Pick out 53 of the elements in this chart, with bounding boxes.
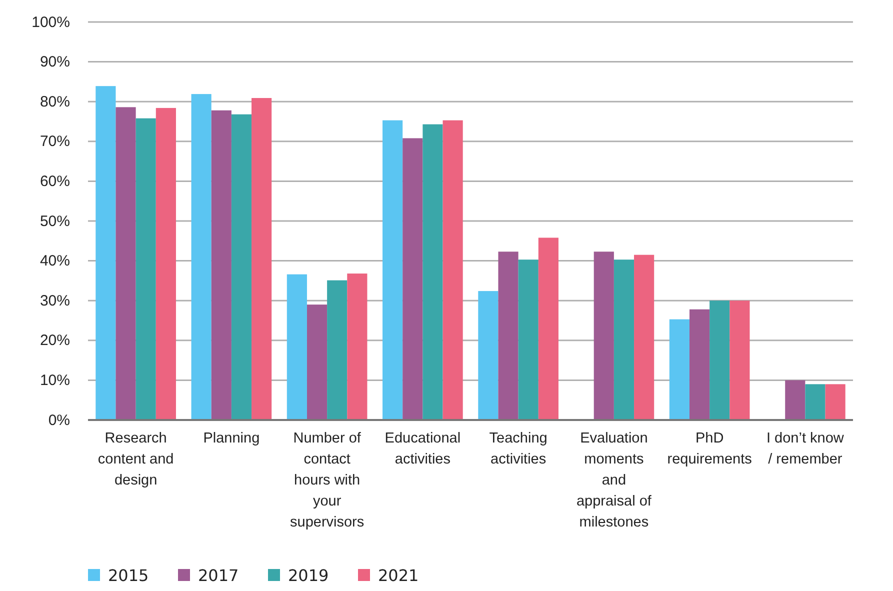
bar [402,138,423,420]
bar [211,110,232,420]
x-tick-label: PhD requirements [667,430,752,468]
legend-label: 2021 [378,566,419,585]
y-tick-label: 70% [40,133,70,150]
y-tick-label: 40% [40,252,70,270]
bar [478,291,498,420]
bar [306,304,328,420]
bar [442,120,463,420]
bar [538,238,558,420]
y-tick-label: 50% [40,212,70,230]
bar [710,300,730,420]
y-tick-label: 30% [40,292,70,310]
y-tick-label: 0% [48,412,70,429]
bar [382,120,403,420]
x-tick-label: Planning [203,430,260,446]
bar [730,300,750,420]
bar [669,319,690,420]
x-tick-label: Teaching activities [489,430,548,468]
x-tick-label: Research content and design [98,430,174,488]
bar [634,254,654,420]
bar [614,260,634,420]
legend-label: 2017 [198,566,239,585]
bar [498,252,518,420]
x-tick-label: Number of contact hours with your supervisors [290,430,364,530]
y-tick-label: 80% [40,93,70,110]
y-tick-label: 90% [40,54,70,71]
legend-label: 2019 [288,566,329,585]
y-tick-label: 20% [40,332,70,350]
bar [191,94,212,420]
bar [252,98,272,420]
bar [518,260,538,420]
bar [116,107,136,420]
y-tick-label: 100% [32,14,70,31]
y-tick-label: 10% [40,372,70,389]
bar [347,274,368,420]
bar [805,384,826,420]
bar [96,86,116,420]
bar [231,114,252,420]
bar [422,124,443,420]
bar [286,274,307,420]
bar [136,118,156,420]
bar [594,252,614,420]
x-tick-label: I don’t know / remember [766,430,844,468]
bar [327,280,348,420]
bar [825,384,846,420]
x-tick-label: Educational activities [384,430,461,468]
x-tick-label: Evaluation moments and appraisal of milestones [576,430,652,530]
y-tick-label: 60% [40,173,70,190]
bar [689,309,710,420]
bar [156,108,176,420]
legend-label: 2015 [108,566,149,585]
bar [785,380,806,420]
